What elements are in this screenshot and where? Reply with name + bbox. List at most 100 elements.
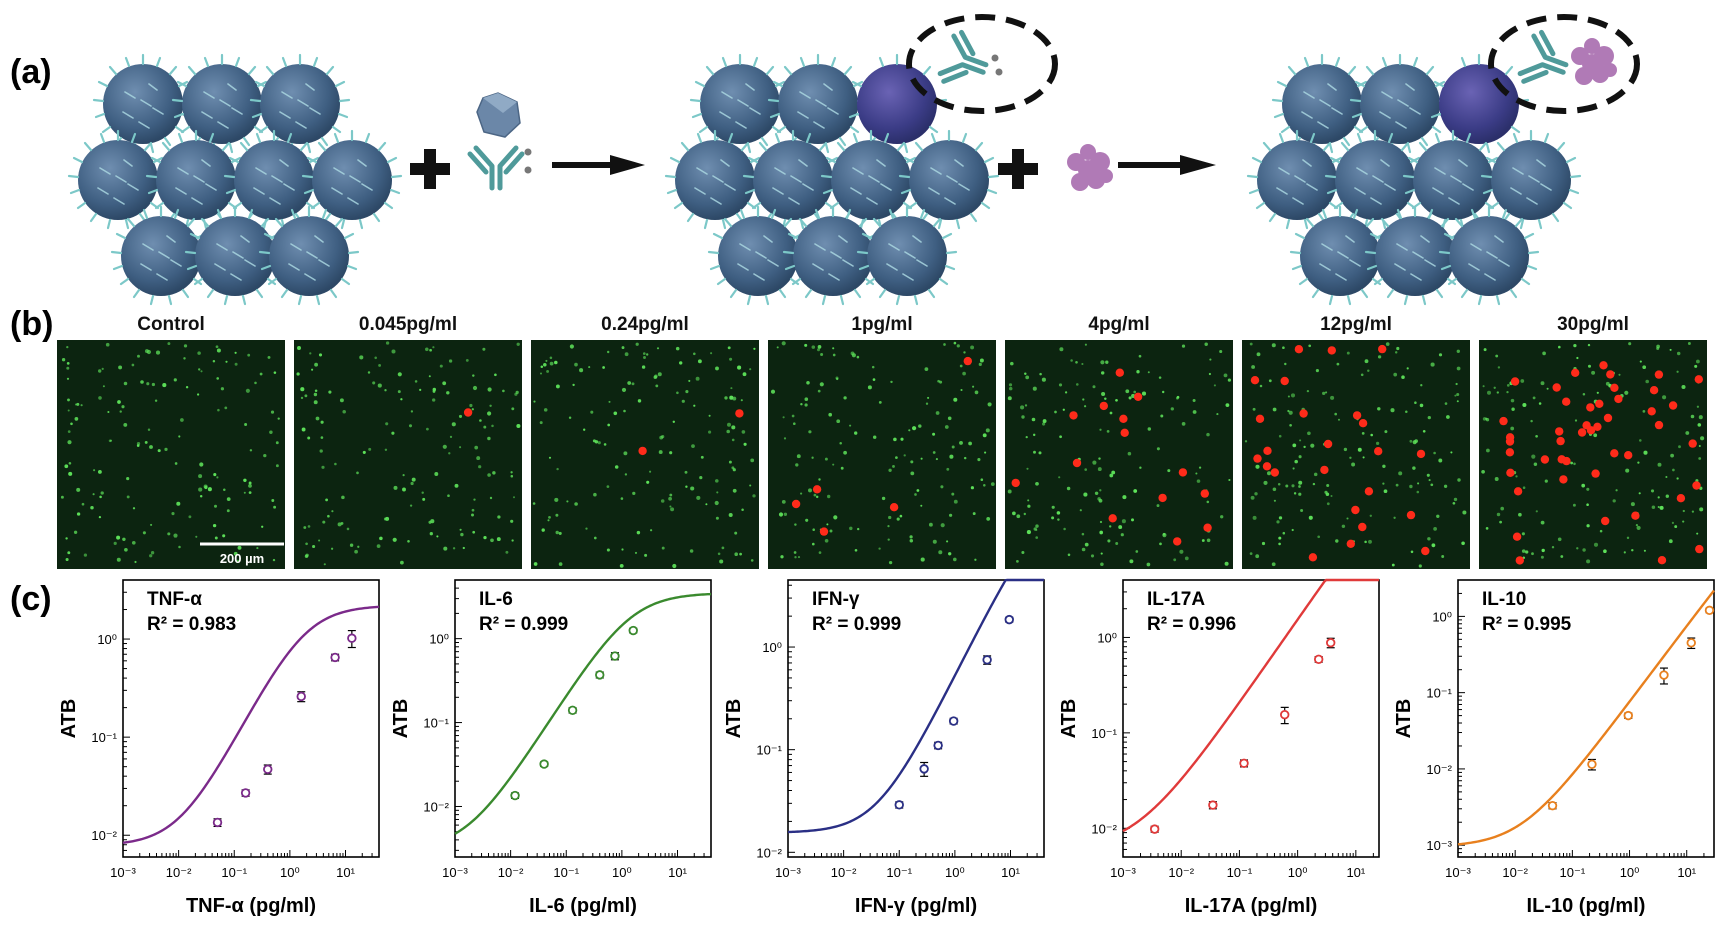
- green-bead-spot: [1446, 415, 1450, 419]
- green-bead-spot: [116, 535, 121, 540]
- green-bead-spot: [173, 533, 178, 538]
- green-bead-spot: [1082, 398, 1085, 401]
- green-bead-spot: [212, 359, 216, 363]
- green-bead-spot: [710, 352, 713, 355]
- green-bead-spot: [1057, 518, 1060, 521]
- red-bead-spot: [1694, 375, 1704, 384]
- green-bead-spot: [1542, 351, 1546, 356]
- green-bead-spot: [693, 352, 696, 356]
- green-bead-spot: [1672, 468, 1675, 472]
- y-axis-label: ATB: [1393, 699, 1415, 739]
- green-bead-spot: [1481, 469, 1485, 474]
- green-bead-spot: [920, 557, 925, 562]
- green-bead-spot: [462, 546, 465, 550]
- arrow-right-icon: [1118, 155, 1216, 175]
- arrow-right-icon: [552, 155, 645, 175]
- green-bead-spot: [1054, 410, 1057, 414]
- condition-label: 1pg/ml: [851, 314, 912, 335]
- green-bead-spot: [637, 399, 642, 403]
- green-bead-spot: [356, 471, 359, 475]
- green-bead-spot: [990, 482, 995, 486]
- green-bead-spot: [649, 470, 652, 473]
- green-bead-spot: [717, 552, 721, 556]
- red-bead-spot: [1263, 446, 1272, 455]
- green-bead-spot: [727, 422, 731, 427]
- green-bead-spot: [102, 385, 105, 388]
- green-bead-spot: [985, 428, 990, 433]
- green-bead-spot: [817, 389, 821, 393]
- green-bead-spot: [119, 410, 122, 413]
- green-bead-spot: [378, 363, 382, 367]
- green-bead-spot: [670, 507, 675, 512]
- microscopy-row: Control 200 µm 0.045pg/ml 0.24pg/ml 1pg/ml 4p…: [57, 314, 1707, 569]
- green-bead-spot: [132, 507, 136, 510]
- green-bead-spot: [1493, 386, 1496, 389]
- green-bead-spot: [607, 423, 611, 427]
- analyte-label: IL-10: [1482, 589, 1526, 610]
- green-bead-spot: [1521, 549, 1526, 553]
- plus-icon: [998, 149, 1038, 189]
- green-bead-spot: [1630, 502, 1635, 507]
- green-bead-spot: [1081, 532, 1085, 536]
- green-bead-spot: [1349, 456, 1352, 459]
- green-bead-spot: [1499, 520, 1502, 524]
- green-bead-spot: [574, 502, 578, 506]
- green-bead-spot: [714, 500, 719, 506]
- green-bead-spot: [1284, 362, 1287, 366]
- green-bead-spot: [1586, 503, 1589, 507]
- green-bead-spot: [195, 535, 198, 538]
- green-bead-spot: [226, 509, 230, 513]
- green-bead-spot: [233, 551, 238, 556]
- green-bead-spot: [124, 547, 128, 552]
- green-bead-spot: [1162, 532, 1166, 536]
- green-bead-spot: [487, 436, 491, 441]
- green-bead-spot: [1213, 384, 1216, 387]
- green-bead-spot: [1147, 371, 1150, 374]
- green-bead-spot: [1582, 393, 1586, 396]
- green-bead-spot: [594, 440, 599, 444]
- green-bead-spot: [1035, 481, 1039, 486]
- green-bead-spot: [224, 406, 228, 410]
- microscopy-image: [1242, 340, 1470, 569]
- green-bead-spot: [742, 372, 747, 377]
- green-bead-spot: [428, 375, 431, 378]
- green-bead-spot: [199, 462, 204, 467]
- green-bead-spot: [1192, 398, 1196, 403]
- analyte-label: IFN-γ: [812, 589, 860, 610]
- green-bead-spot: [1422, 429, 1426, 433]
- x-tick-label: 10⁰: [612, 865, 632, 880]
- green-bead-spot: [1115, 398, 1118, 402]
- green-bead-spot: [566, 500, 569, 503]
- data-point: [894, 800, 904, 810]
- green-bead-spot: [1129, 559, 1134, 564]
- green-bead-spot: [1678, 445, 1681, 449]
- green-bead-spot: [478, 465, 482, 469]
- green-bead-spot: [932, 539, 937, 544]
- green-bead-spot: [1593, 542, 1599, 547]
- green-bead-spot: [1032, 433, 1036, 437]
- green-bead-spot: [914, 493, 917, 496]
- green-bead-spot: [147, 428, 151, 432]
- green-bead-spot: [1039, 372, 1042, 376]
- green-bead-spot: [1287, 409, 1290, 413]
- green-bead-spot: [1121, 519, 1126, 524]
- green-bead-spot: [944, 425, 949, 429]
- green-bead-spot: [574, 362, 578, 367]
- green-bead-spot: [554, 360, 558, 365]
- green-bead-spot: [1500, 506, 1505, 511]
- green-bead-spot: [402, 474, 405, 477]
- green-bead-spot: [126, 495, 130, 499]
- data-point: [1313, 654, 1324, 665]
- green-bead-spot: [67, 551, 71, 555]
- green-bead-spot: [459, 446, 462, 449]
- green-bead-spot: [1659, 505, 1664, 510]
- green-bead-spot: [888, 560, 893, 565]
- green-bead-spot: [1031, 417, 1036, 422]
- green-bead-spot: [1020, 405, 1025, 410]
- green-bead-spot: [856, 355, 860, 359]
- green-bead-spot: [1131, 518, 1134, 522]
- green-bead-spot: [613, 411, 618, 416]
- green-bead-spot: [634, 551, 638, 554]
- green-bead-spot: [1690, 414, 1695, 419]
- green-bead-spot: [1497, 366, 1501, 369]
